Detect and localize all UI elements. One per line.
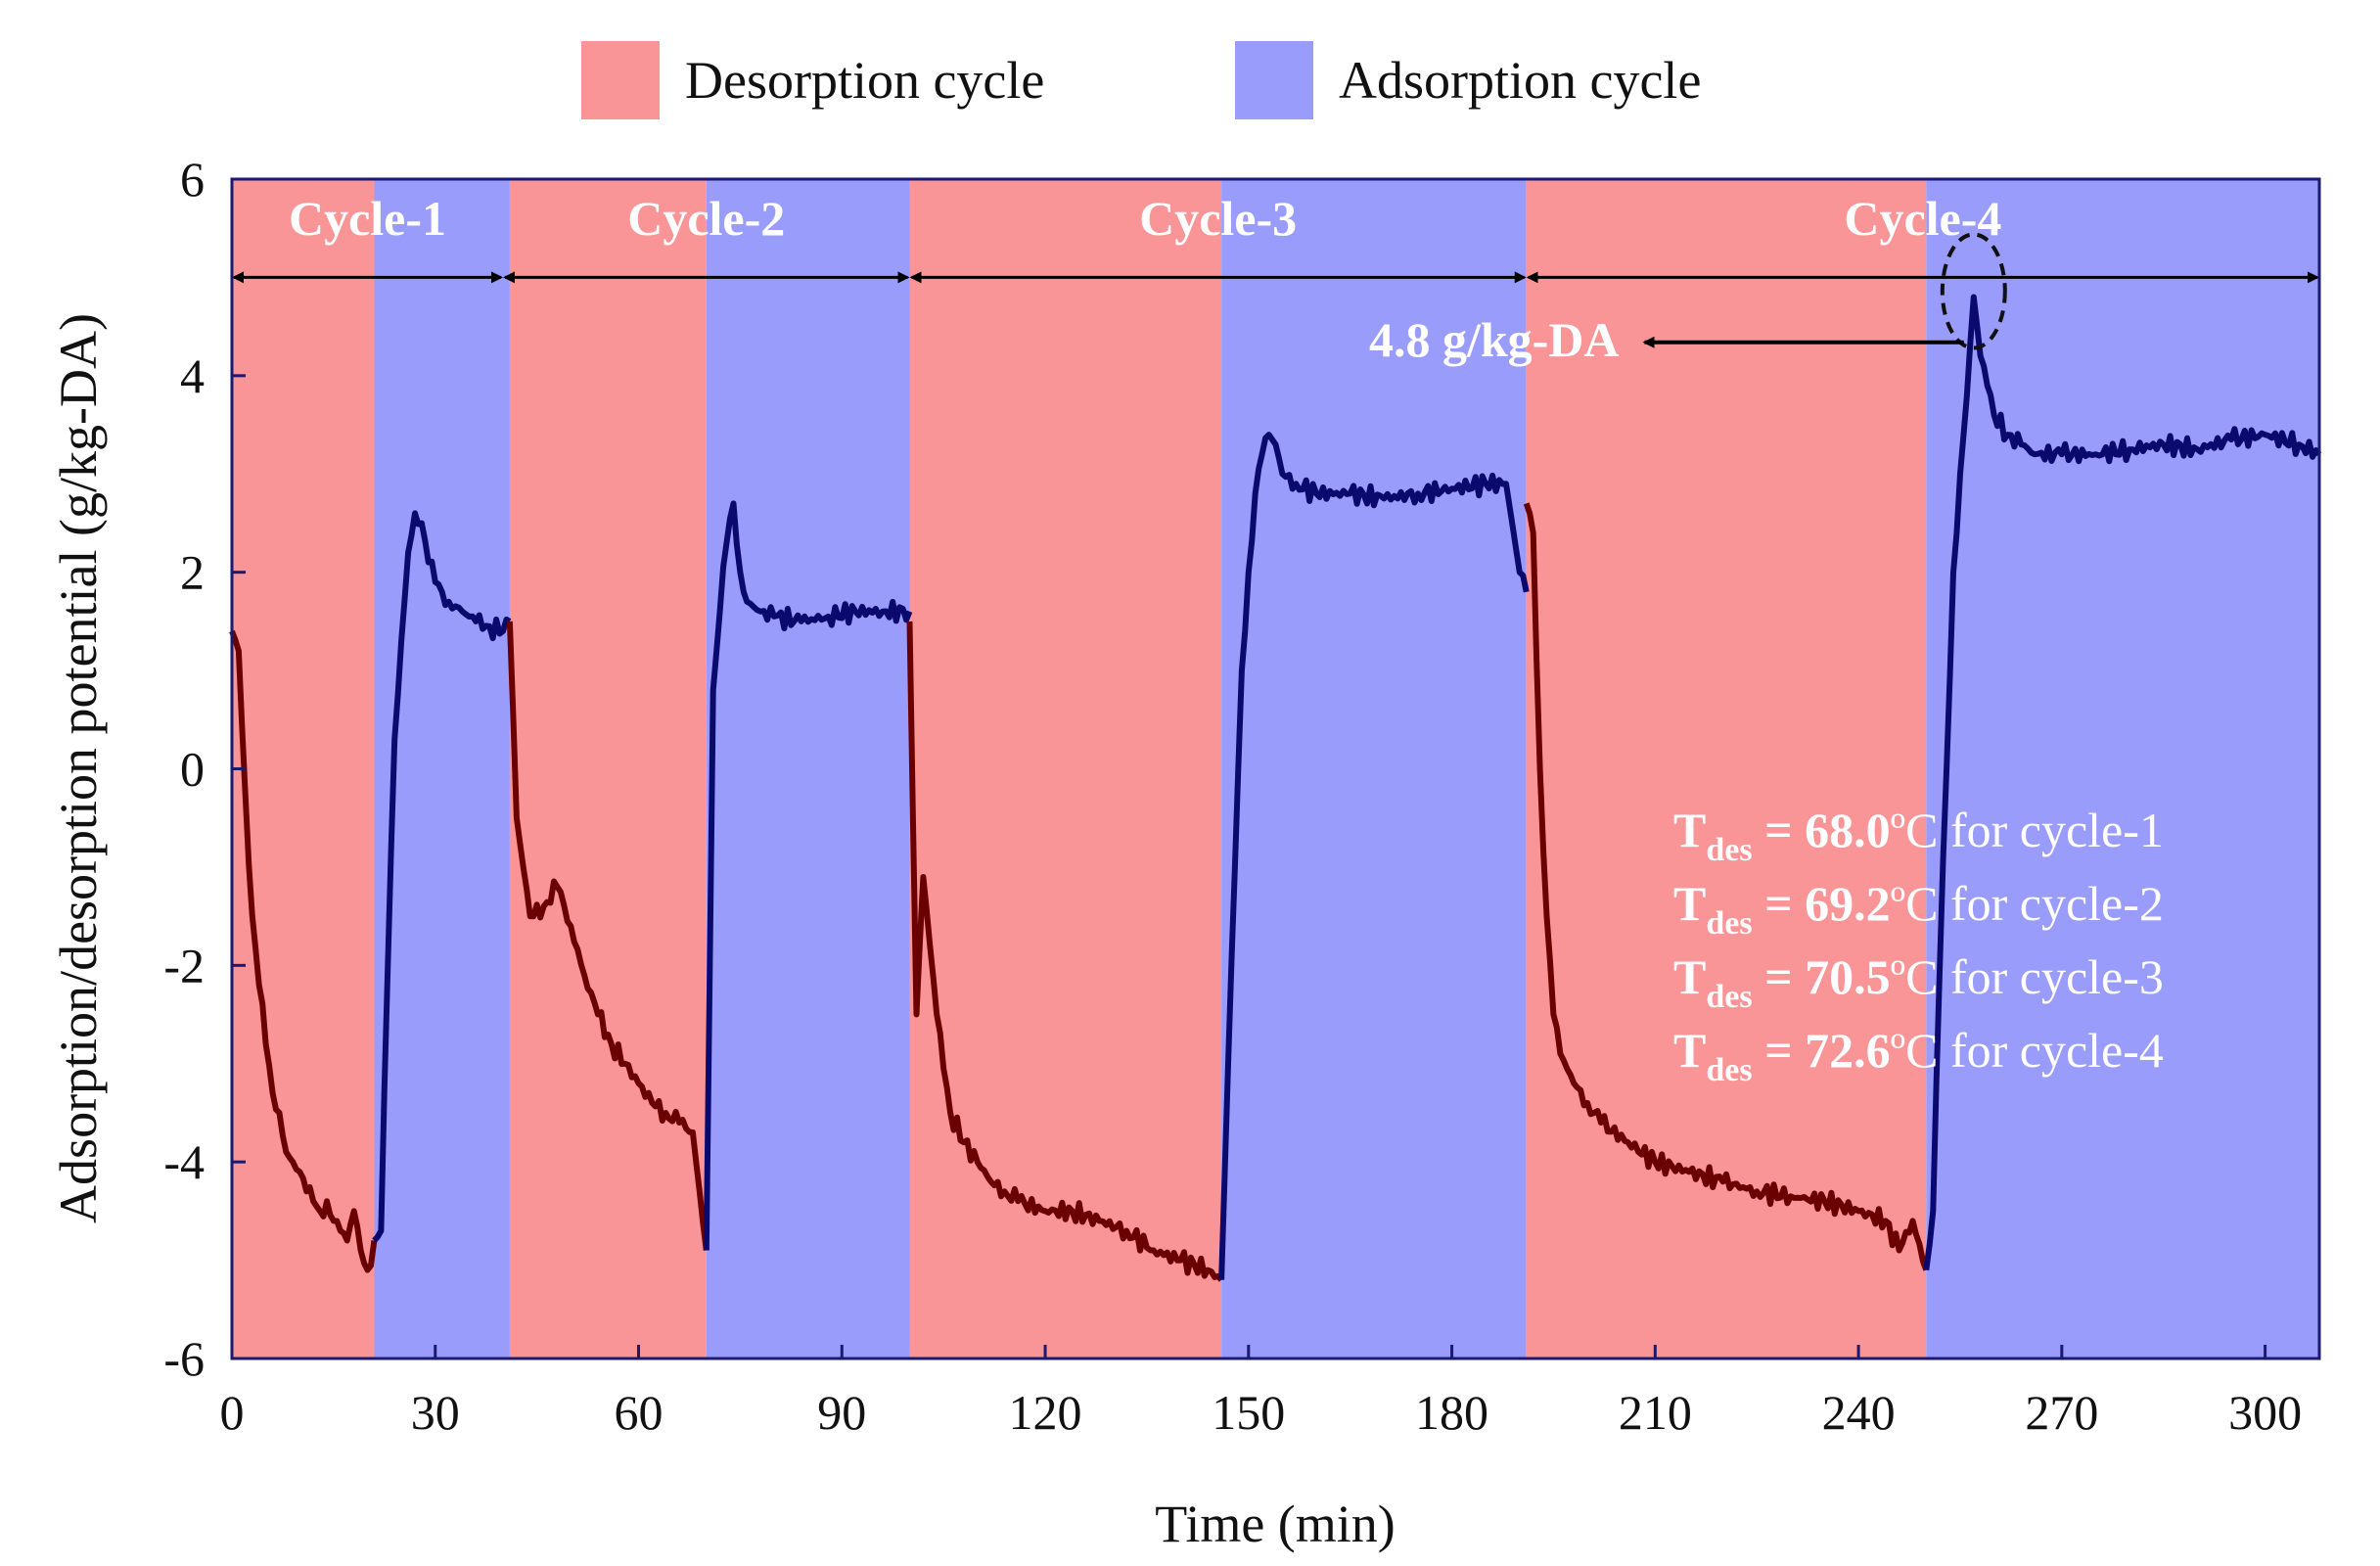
legend: Desorption cycle Adsorption cycle <box>581 41 1701 119</box>
cycle-label-4: Cycle-4 <box>1844 191 2001 246</box>
x-tick-label: 90 <box>817 1385 866 1440</box>
y-tick-label: 2 <box>180 545 205 600</box>
x-tick-label: 300 <box>2228 1385 2302 1440</box>
y-tick-label: -4 <box>163 1134 205 1189</box>
x-tick-label: 120 <box>1009 1385 1082 1440</box>
legend-swatch-desorption <box>581 41 660 119</box>
legend-swatch-adsorption <box>1235 41 1313 119</box>
series-line-desorption-6 <box>1523 502 1930 1271</box>
legend-label-desorption: Desorption cycle <box>685 51 1044 110</box>
series-line-adsorption-1 <box>372 510 512 1243</box>
band-desorption-6 <box>1526 179 1927 1359</box>
cycle-markers: Cycle-1 Cycle-2 Cycle-3 Cycle-4 <box>232 191 2319 284</box>
x-tick-label: 240 <box>1822 1385 1896 1440</box>
series-line-desorption-4 <box>906 621 1224 1282</box>
cycle-label-2: Cycle-2 <box>627 191 785 246</box>
band-desorption-2 <box>509 179 707 1359</box>
y-tick-label: -2 <box>163 938 205 992</box>
tdes-annotation: Tdes = 68.0ºC for cycle-1 Tdes = 69.2ºC f… <box>1673 803 2164 1088</box>
peak-marker <box>1940 232 2007 350</box>
series-lines <box>229 294 2322 1282</box>
axis-ticks: 0 30 60 90 120 150 180 210 240 270 300 6 4 2 0 -2 -4 -6 <box>163 152 2302 1440</box>
tdes-line-2: Tdes = 69.2ºC for cycle-2 <box>1673 876 2164 942</box>
band-desorption-4 <box>909 179 1222 1359</box>
peak-label: 4.8 g/kg-DA <box>1369 312 1620 367</box>
series-line-adsorption-7 <box>1923 294 2322 1270</box>
x-tick-label: 180 <box>1415 1385 1488 1440</box>
band-adsorption-3 <box>706 179 910 1359</box>
cycle-label-1: Cycle-1 <box>289 191 446 246</box>
tdes-line-1: Tdes = 68.0ºC for cycle-1 <box>1673 803 2164 868</box>
band-adsorption-5 <box>1221 179 1527 1359</box>
legend-label-adsorption: Adsorption cycle <box>1339 51 1701 110</box>
x-tick-label: 210 <box>1619 1385 1692 1440</box>
y-tick-label: 4 <box>180 348 205 403</box>
series-line-desorption-2 <box>506 621 709 1251</box>
series-line-adsorption-3 <box>703 500 913 1251</box>
series-line-desorption-0 <box>229 629 378 1273</box>
tdes-line-4: Tdes = 72.6ºC for cycle-4 <box>1673 1023 2164 1088</box>
band-adsorption-1 <box>374 179 510 1359</box>
band-adsorption-7 <box>1926 179 2319 1359</box>
band-desorption-0 <box>232 179 375 1359</box>
series-line-adsorption-5 <box>1218 432 1530 1280</box>
x-axis-title: Time (min) <box>1155 1495 1396 1553</box>
x-tick-label: 30 <box>411 1385 460 1440</box>
y-tick-label: -6 <box>163 1331 205 1386</box>
y-axis-title: Adsorption/desorption potential (g/kg-DA… <box>49 313 108 1223</box>
peak-annotation: 4.8 g/kg-DA <box>1369 232 2007 367</box>
y-tick-label: 6 <box>180 152 205 207</box>
y-tick-label: 0 <box>180 742 205 797</box>
x-tick-label: 0 <box>220 1385 245 1440</box>
x-tick-label: 270 <box>2025 1385 2098 1440</box>
tdes-line-3: Tdes = 70.5ºC for cycle-3 <box>1673 949 2164 1015</box>
x-tick-label: 60 <box>615 1385 664 1440</box>
x-tick-label: 150 <box>1212 1385 1285 1440</box>
cycle-label-3: Cycle-3 <box>1139 191 1297 246</box>
phase-bands <box>232 179 2319 1359</box>
